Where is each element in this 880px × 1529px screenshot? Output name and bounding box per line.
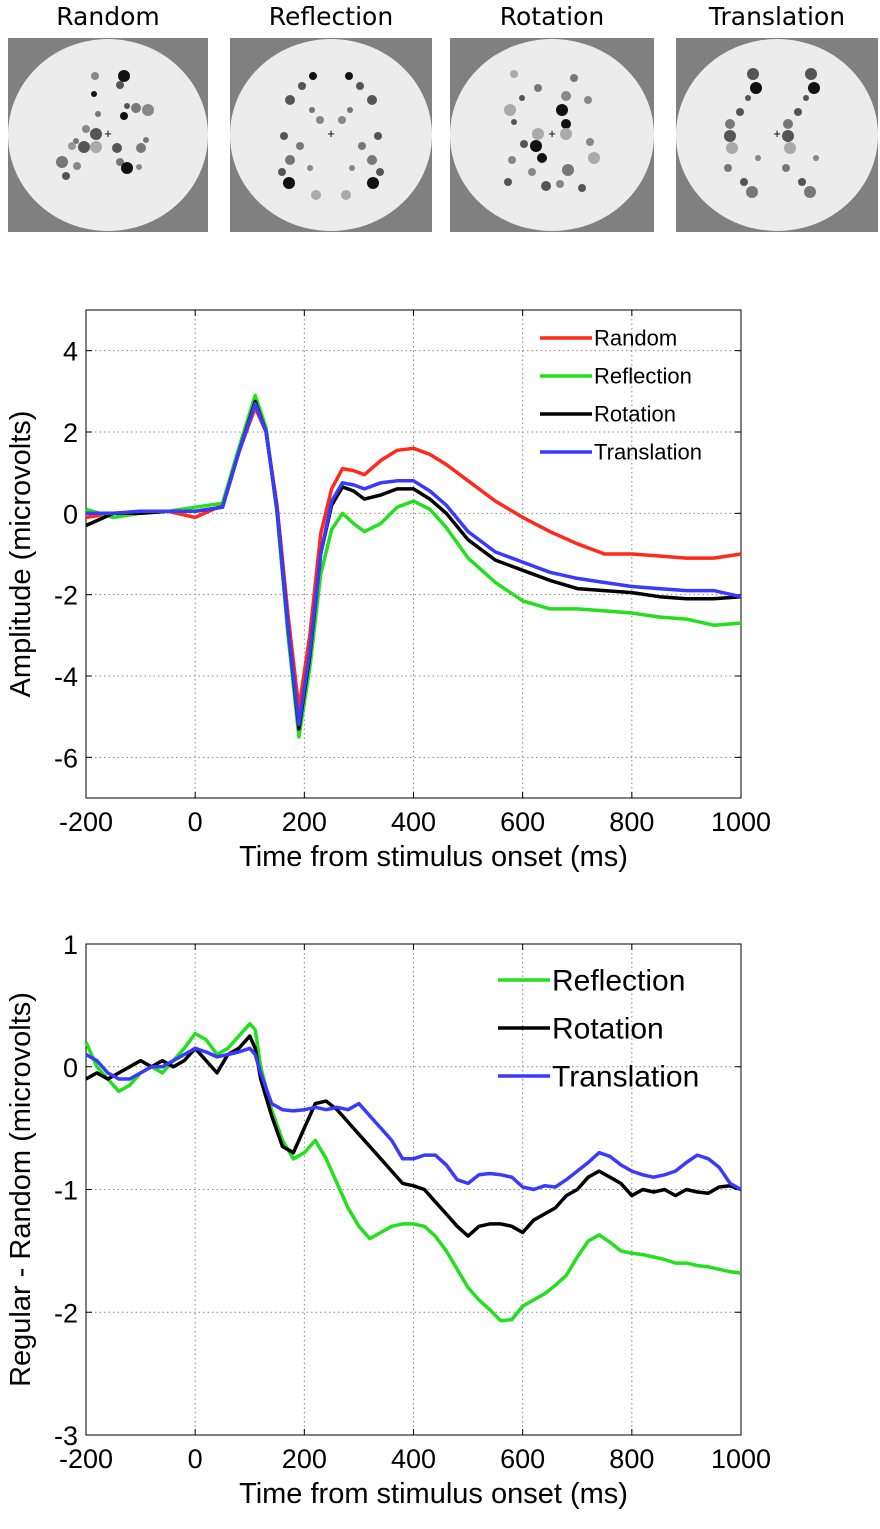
series-line-translation	[86, 401, 742, 727]
x-tick-label: 800	[609, 1444, 654, 1474]
x-tick-label: -200	[59, 1444, 113, 1474]
y-tick-label: 2	[63, 418, 78, 448]
stimulus-rotation: +	[450, 38, 654, 232]
y-tick-label: -2	[54, 1298, 78, 1328]
x-tick-label: 200	[282, 1444, 327, 1474]
legend-label-translation: Translation	[594, 440, 702, 465]
fixation-cross: +	[327, 126, 335, 141]
stimulus-translation: +	[676, 38, 878, 232]
x-axis-label: Time from stimulus onset (ms)	[239, 1478, 628, 1510]
legend-label-reflection: Reflection	[552, 965, 685, 998]
random-dots	[56, 70, 154, 180]
legend-label-rotation: Rotation	[552, 1013, 664, 1046]
reflection-dots	[278, 72, 384, 200]
x-tick-label: 200	[282, 807, 327, 837]
x-tick-label: 400	[391, 1444, 436, 1474]
series-line-translation	[85, 1046, 742, 1192]
x-tick-label: -200	[59, 807, 113, 837]
y-tick-label: 0	[63, 1053, 78, 1083]
y-tick-label: -1	[54, 1176, 78, 1206]
translation-dots	[724, 68, 820, 198]
rotation-dots	[504, 70, 600, 192]
legend-label-translation: Translation	[552, 1061, 699, 1094]
fixation-cross: +	[773, 126, 781, 141]
x-tick-label: 400	[391, 807, 436, 837]
x-tick-label: 1000	[711, 1444, 771, 1474]
legend-label-random: Random	[594, 326, 677, 351]
y-tick-label: 4	[63, 337, 78, 367]
fixation-cross: +	[104, 126, 112, 141]
stimulus-title-rotation: Rotation	[499, 2, 605, 31]
x-tick-label: 0	[188, 807, 203, 837]
legend-label-rotation: Rotation	[594, 402, 676, 427]
stimulus-title-reflection: Reflection	[268, 2, 394, 31]
stimulus-title-random: Random	[56, 2, 160, 31]
x-tick-label: 0	[188, 1444, 203, 1474]
y-axis-label: Amplitude (microvolts)	[5, 411, 37, 698]
y-tick-label: 0	[63, 499, 78, 529]
stimulus-random: +	[8, 38, 208, 232]
x-tick-label: 600	[500, 807, 545, 837]
series-line-reflection	[84, 1022, 742, 1323]
y-tick-label: -4	[54, 662, 78, 692]
x-tick-label: 600	[500, 1444, 545, 1474]
y-axis-label: Regular - Random (microvolts)	[5, 992, 37, 1387]
regular-minus-random-chart: -200 0 200 400 600 800 1000 -3 -2 -1 0 1 Time from s…	[5, 930, 771, 1510]
x-axis-label: Time from stimulus onset (ms)	[239, 841, 628, 873]
x-tick-label: 800	[609, 807, 654, 837]
stimulus-reflection: +	[230, 38, 432, 232]
x-tick-label: 1000	[711, 807, 771, 837]
y-tick-label: 1	[63, 930, 78, 960]
y-tick-label: -6	[54, 743, 78, 773]
y-tick-label: -3	[54, 1421, 78, 1451]
erp-amplitude-chart: -200 0 200 400 600 800 1000 -6 -4 -2 0 2 4 Time from …	[5, 309, 771, 873]
y-tick-label: -2	[54, 581, 78, 611]
legend-label-reflection: Reflection	[594, 364, 692, 389]
fixation-cross: +	[548, 126, 556, 141]
stimulus-title-translation: Translation	[708, 2, 846, 31]
